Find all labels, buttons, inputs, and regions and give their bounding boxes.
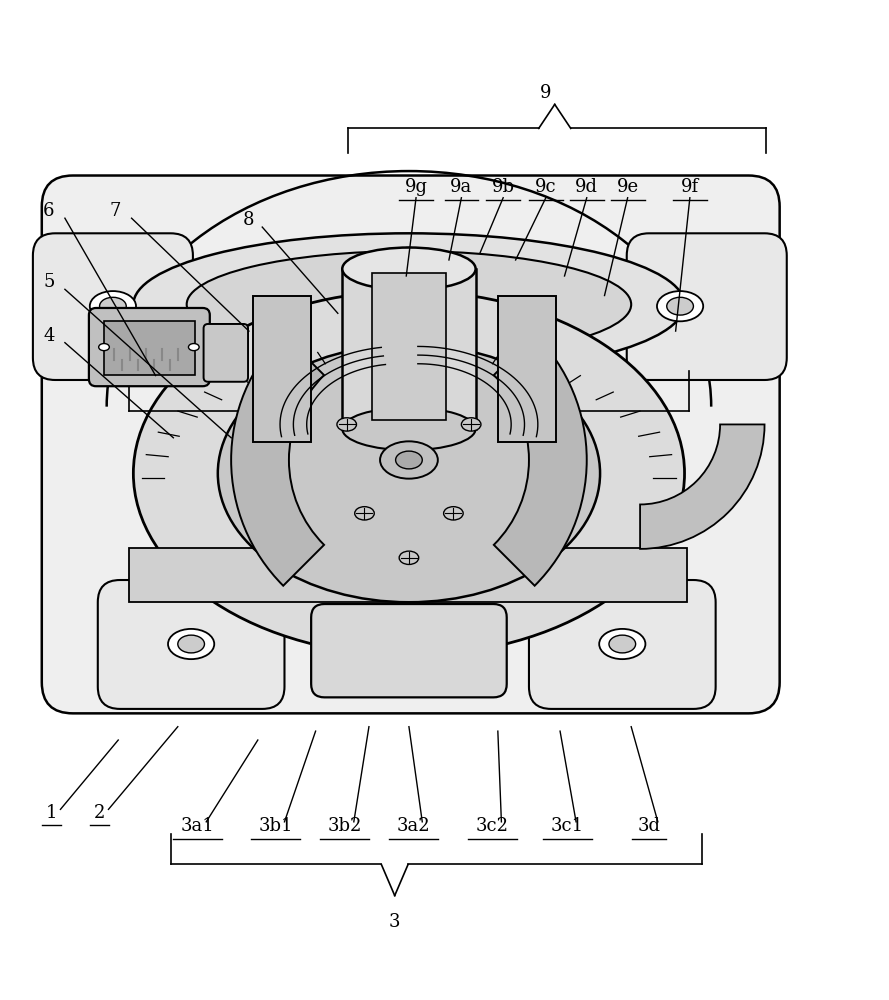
Ellipse shape [90,291,136,321]
Ellipse shape [396,248,422,264]
Ellipse shape [599,629,645,659]
FancyBboxPatch shape [372,273,446,420]
Wedge shape [231,334,324,586]
Text: 4: 4 [44,327,54,345]
Ellipse shape [133,291,685,656]
Ellipse shape [168,629,214,659]
Ellipse shape [188,344,199,351]
Text: 9g: 9g [404,178,428,196]
Ellipse shape [187,251,631,358]
Ellipse shape [355,507,374,520]
FancyBboxPatch shape [33,233,193,380]
Text: 8: 8 [244,211,254,229]
Text: 6: 6 [44,202,54,220]
FancyBboxPatch shape [89,308,210,386]
Ellipse shape [399,551,419,564]
FancyBboxPatch shape [204,324,248,382]
Ellipse shape [667,297,693,315]
Text: 3b2: 3b2 [328,817,362,835]
Text: 9a: 9a [450,178,473,196]
Ellipse shape [133,233,685,376]
Text: 9b: 9b [492,178,515,196]
FancyBboxPatch shape [498,296,556,442]
FancyBboxPatch shape [311,604,507,697]
Ellipse shape [218,344,600,602]
FancyBboxPatch shape [42,176,780,713]
Text: 9: 9 [541,84,551,102]
Ellipse shape [337,418,356,431]
FancyBboxPatch shape [98,580,284,709]
Text: 7: 7 [110,202,121,220]
Text: 9d: 9d [575,178,598,196]
Text: 3d: 3d [637,817,661,835]
FancyBboxPatch shape [253,296,311,442]
Wedge shape [640,424,765,549]
Text: 3: 3 [389,913,400,931]
Ellipse shape [657,291,703,321]
Text: 3c1: 3c1 [550,817,584,835]
Ellipse shape [396,451,422,469]
Text: 5: 5 [44,273,54,291]
FancyBboxPatch shape [342,269,476,429]
Ellipse shape [99,344,109,351]
Text: 3a2: 3a2 [396,817,430,835]
Text: 3b1: 3b1 [259,817,292,835]
Text: 9c: 9c [535,178,557,196]
Ellipse shape [609,635,636,653]
FancyBboxPatch shape [627,233,787,380]
Text: 3a1: 3a1 [180,817,214,835]
Ellipse shape [461,418,481,431]
Ellipse shape [342,408,476,450]
FancyBboxPatch shape [129,548,687,602]
Wedge shape [493,334,587,586]
Text: 9f: 9f [681,178,699,196]
Ellipse shape [100,297,126,315]
Text: 9e: 9e [617,178,638,196]
Ellipse shape [444,507,463,520]
Ellipse shape [342,248,476,290]
Ellipse shape [380,441,438,479]
Text: 1: 1 [46,804,57,822]
FancyBboxPatch shape [529,580,716,709]
Ellipse shape [178,635,204,653]
Text: 2: 2 [94,804,105,822]
Text: 3c2: 3c2 [476,817,509,835]
FancyBboxPatch shape [104,321,195,375]
